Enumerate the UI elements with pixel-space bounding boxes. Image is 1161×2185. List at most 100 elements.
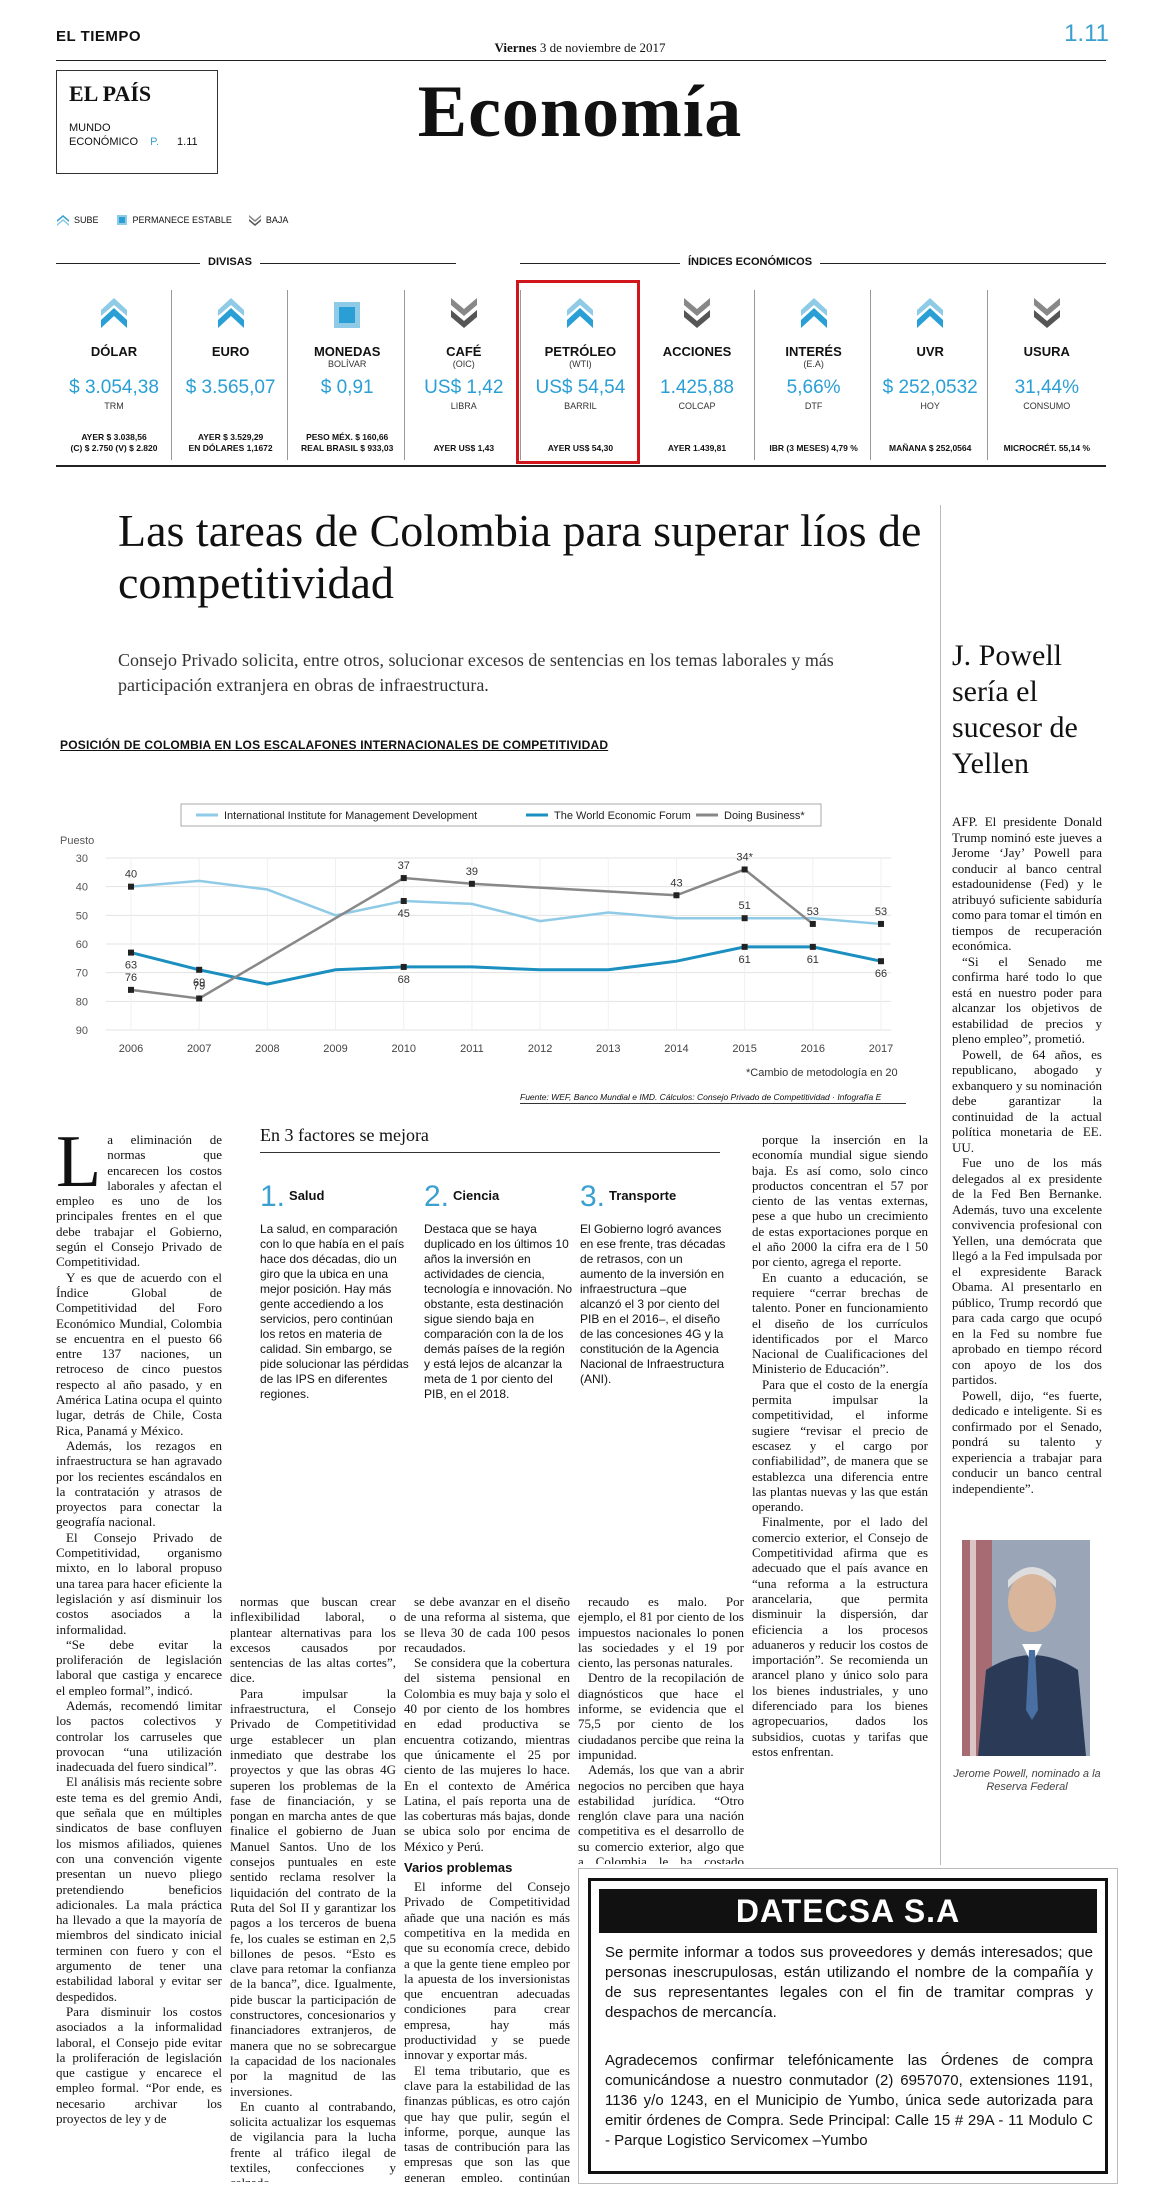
indicator-2: MONEDAS BOLÍVAR $ 0,91 PESO MÉX. $ 160,66 RE…: [289, 290, 405, 460]
paragraph: El análisis más reciente sobre este tema…: [56, 1774, 222, 2004]
y-tick-label: 40: [76, 882, 88, 894]
article-deck: Consejo Privado solicita, entre otros, s…: [118, 650, 834, 695]
chevron-down-icon: [989, 290, 1105, 330]
section-page: 1.11: [177, 136, 198, 148]
indicator-separator: [170, 290, 172, 460]
data-point: [741, 943, 748, 950]
column-rule: [940, 505, 941, 1865]
indicator-name: CAFÉ: [446, 344, 482, 359]
side-paragraph: Fue uno de los más delegados al ex presi…: [952, 1155, 1102, 1387]
x-tick-label: 2006: [119, 1043, 143, 1055]
factor-text: La salud, en comparación con lo que habí…: [260, 1222, 409, 1401]
indicator-0: DÓLAR $ 3.054,38 TRM AYER $ 3.038,56 (C) $ 2…: [56, 290, 172, 460]
y-tick-label: 80: [76, 996, 88, 1008]
chart-title: POSICIÓN DE COLOMBIA EN LOS ESCALAFONES …: [60, 738, 609, 752]
subhead: Varios problemas: [404, 1860, 513, 1876]
data-label: 61: [739, 954, 751, 966]
square-icon: [289, 290, 405, 330]
indicator-unit: DTF: [804, 401, 823, 411]
chevron-up-icon: [756, 290, 872, 330]
paragraph: normas que buscan crear inflexibilidad l…: [230, 1594, 396, 1686]
paragraph: Para disminuir los costos asociados a la…: [56, 2003, 222, 2126]
indices-label: ÍNDICES ECONÓMICOS: [680, 256, 821, 268]
competitiveness-chart: International Institute for Management D…: [60, 803, 898, 1079]
paragraph: El informe del Consejo Privado de Compet…: [404, 1879, 570, 2063]
x-tick-label: 2016: [801, 1043, 825, 1055]
series-line-1: [130, 945, 882, 986]
drop-cap: L: [56, 1132, 102, 1203]
x-tick-label: 2007: [187, 1043, 211, 1055]
indicator-unit: TRM: [104, 401, 124, 411]
data-label: 61: [807, 954, 819, 966]
divisas-label: DIVISAS: [200, 256, 261, 268]
data-label: 40: [125, 869, 137, 881]
data-point: [128, 949, 134, 956]
page-number: 1.11: [1064, 20, 1109, 47]
side-paragraph: Powell, dijo, “es fuerte, dedicado e int…: [952, 1387, 1102, 1496]
paragraph: Para impulsar la infraestructura, el Con…: [230, 1685, 396, 2099]
paragraph: El tema tributario, que es clave para la…: [404, 2062, 570, 2182]
data-point: [400, 898, 407, 904]
factor-text: El Gobierno logró avances en ese frente,…: [580, 1222, 726, 1386]
paragraph: recaudo es malo. Por ejemplo, el 81 por …: [578, 1594, 744, 1671]
date-line: Viernes 3 de noviembre de 2017: [420, 40, 740, 56]
chart-source: Fuente: WEF, Banco Mundial e IMD. Cálcul…: [520, 1092, 882, 1102]
body-column-1: L a eliminación de normas que encarecen …: [56, 1132, 222, 2182]
factor-number: 2.: [424, 1180, 450, 1213]
indicator-unit: CONSUMO: [1023, 401, 1071, 411]
indicator-sub: (WTI): [569, 359, 592, 369]
indicator-unit: LIBRA: [450, 401, 477, 411]
newspaper-name: EL TIEMPO: [56, 28, 142, 45]
photo-caption: Jerome Powell, nominado a la Reserva Fed…: [953, 1768, 1101, 1793]
section-marker: P.: [150, 136, 160, 148]
data-label: 43: [670, 877, 682, 889]
indicator-sub: (E.A): [803, 359, 824, 369]
indicator-name: DÓLAR: [90, 344, 138, 359]
indicator-sub: [872, 359, 988, 371]
indicator-ref: AYER US$ 1,43: [433, 443, 495, 453]
indicator-value: $ 3.565,07: [185, 377, 276, 398]
data-label: 45: [398, 908, 410, 920]
ad-title: DATECSA S.A: [599, 1889, 1097, 1933]
indicator-4: PETRÓLEO (WTI) US$ 54,54 BARRIL AYER US$ 54,…: [522, 290, 638, 460]
data-point: [878, 920, 884, 927]
factor-text: Destaca que se haya duplicado en los últ…: [424, 1222, 573, 1401]
paragraph: En cuanto al contrabando, solicita actua…: [230, 2098, 396, 2182]
y-tick-label: 70: [76, 968, 88, 980]
body-column-4: recaudo es malo. Por ejemplo, el 81 por …: [578, 1594, 744, 1864]
section-brand: EL PAÍS: [69, 81, 152, 106]
data-point: [741, 915, 748, 922]
section-sub: MUNDO ECONÓMICO P. 1.11: [69, 121, 205, 149]
indicator-value: 1.425,88: [660, 377, 734, 398]
data-point: [196, 995, 203, 1002]
data-point: [468, 880, 475, 887]
indicator-ref: MAÑANA $ 252,0564: [889, 443, 972, 453]
paragraph: “Se debe evitar la proliferación de legi…: [56, 1636, 222, 1698]
chevron-down-icon: [248, 215, 261, 226]
indicator-value: $ 0,91: [320, 377, 374, 398]
indicator-ref: AYER $ 3.529,29 EN DÓLARES 1,1672: [188, 432, 273, 453]
indicator-value: $ 252,0532: [882, 377, 978, 398]
paragraph: Para que el costo de la energía permita …: [752, 1376, 928, 1515]
x-tick-label: 2017: [869, 1043, 893, 1055]
powell-photo: [962, 1540, 1090, 1756]
indicator-6: INTERÉS (E.A) 5,66% DTF IBR (3 MESES) 4,79 %: [756, 290, 872, 460]
chevron-up-icon: [57, 215, 69, 226]
data-point: [128, 883, 134, 890]
factors-rule: [260, 1152, 720, 1153]
trend-legend: SUBE PERMANECE ESTABLE BAJA: [56, 214, 288, 226]
side-paragraph: Powell, de 64 años, es republicano, abog…: [952, 1046, 1102, 1155]
side-headline: J. Powell sería el sucesor de Yellen: [952, 639, 1078, 780]
date-day: Viernes: [494, 40, 537, 55]
paragraph: Se considera que la cobertura del sistem…: [404, 1655, 570, 1854]
date-rest: 3 de noviembre de 2017: [539, 40, 666, 55]
side-paragraph: AFP. El presidente Donald Trump nominó e…: [952, 814, 1102, 953]
indicator-sub: (OIC): [452, 359, 475, 369]
section-title: Economía: [417, 71, 743, 153]
indicator-value: US$ 54,54: [535, 377, 626, 398]
paragraph: Además, los rezagos en infraestructura s…: [56, 1437, 222, 1530]
indicator-7: UVR $ 252,0532 HOY MAÑANA $ 252,0564: [872, 290, 988, 460]
factor-ciencia: 2. Ciencia Destaca que se haya duplicado e…: [424, 1180, 574, 1402]
indicator-ref: AYER $ 3.038,56 (C) $ 2.750 (V) $ 2.820: [70, 432, 158, 453]
chevron-up-icon: [56, 290, 172, 330]
